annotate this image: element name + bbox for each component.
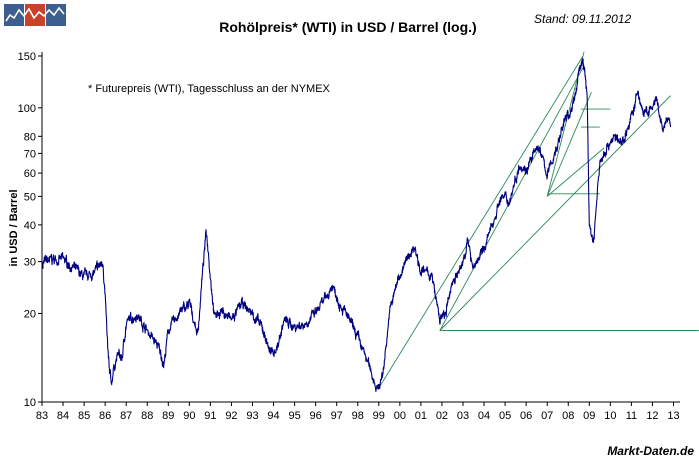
- x-tick-label: 96: [310, 410, 322, 422]
- x-tick-label: 86: [99, 410, 111, 422]
- source-label: Markt-Daten.de: [607, 444, 694, 458]
- x-tick-label: 99: [373, 410, 385, 422]
- axes: 10 20 30 40 50 60 70 80 100 150 83 84 85 86 87 88 89 90 91…: [18, 51, 680, 422]
- x-tick-label: 01: [415, 410, 427, 422]
- date-note: Stand: 09.11.2012: [534, 12, 632, 26]
- x-tick-label: 02: [436, 410, 448, 422]
- x-tick-label: 91: [204, 410, 216, 422]
- trendlines: [377, 51, 699, 391]
- y-tick-label: 70: [24, 148, 36, 160]
- y-tick-label: 10: [24, 397, 36, 409]
- x-tick-label: 83: [36, 410, 48, 422]
- trendline: [439, 95, 671, 331]
- x-tick-label: 88: [141, 410, 153, 422]
- brand-logo: [4, 4, 66, 26]
- x-tick-label: 07: [541, 410, 553, 422]
- chart-title: Rohölpreis* (WTI) in USD / Barrel (log.): [219, 19, 476, 35]
- y-tick-label: 150: [18, 51, 36, 63]
- trendline: [439, 67, 584, 331]
- x-tick-label: 10: [604, 410, 616, 422]
- x-tick-label: 05: [499, 410, 511, 422]
- y-tick-label: 50: [24, 191, 36, 203]
- x-tick-label: 94: [267, 410, 279, 422]
- x-tick-label: 13: [667, 410, 679, 422]
- series-layer: [42, 58, 672, 393]
- trendline: [546, 92, 592, 197]
- trendline: [377, 55, 584, 391]
- y-tick-label: 30: [24, 257, 36, 269]
- y-tick-label: 60: [24, 168, 36, 180]
- x-tick-label: 12: [646, 410, 658, 422]
- x-tick-label: 89: [162, 410, 174, 422]
- x-tick-label: 93: [246, 410, 258, 422]
- x-tick-label: 85: [78, 410, 90, 422]
- x-tick-label: 04: [478, 410, 490, 422]
- x-tick-label: 98: [352, 410, 364, 422]
- x-tick-label: 03: [457, 410, 469, 422]
- y-tick-label: 20: [24, 308, 36, 320]
- x-tick-label: 00: [394, 410, 406, 422]
- x-tick-label: 92: [225, 410, 237, 422]
- x-tick-label: 90: [183, 410, 195, 422]
- x-tick-label: 09: [583, 410, 595, 422]
- y-tick-label: 100: [18, 103, 36, 115]
- x-tick-label: 87: [120, 410, 132, 422]
- y-tick-label: 40: [24, 220, 36, 232]
- y-tick-label: 80: [24, 131, 36, 143]
- x-tick-label: 06: [520, 410, 532, 422]
- price-series-line: [42, 58, 672, 393]
- x-tick-label: 11: [626, 410, 637, 422]
- x-tick-label: 97: [331, 410, 343, 422]
- trendline: [546, 147, 605, 197]
- x-tick-label: 08: [562, 410, 574, 422]
- x-tick-label: 95: [288, 410, 300, 422]
- footnote: * Futurepreis (WTI), Tagesschluss an der…: [88, 83, 331, 95]
- x-tick-label: 84: [57, 410, 69, 422]
- y-axis-label: in USD / Barrel: [8, 189, 20, 266]
